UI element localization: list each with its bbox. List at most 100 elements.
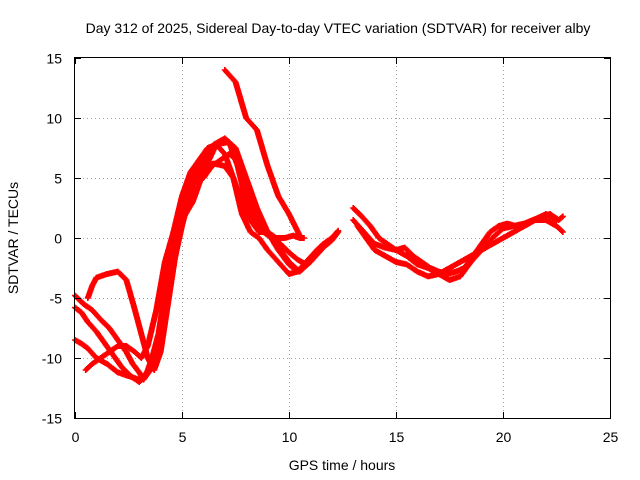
data-point — [90, 308, 94, 312]
data-point — [202, 158, 205, 162]
axis-ticks: 0 5 10 15 20 25 -15 -10 -5 0 5 10 15 — [42, 51, 619, 446]
data-point — [191, 200, 194, 204]
data-point — [426, 275, 430, 278]
data-point — [189, 170, 192, 174]
data-point — [125, 278, 128, 282]
data-point — [373, 248, 376, 252]
data-point — [103, 342, 107, 345]
data-point — [140, 332, 143, 336]
data-point — [277, 194, 280, 198]
data-point — [138, 371, 141, 374]
data-point — [352, 206, 355, 210]
data-point — [512, 230, 515, 234]
data-point — [86, 296, 90, 300]
data-point — [253, 212, 256, 216]
data-point — [257, 236, 261, 240]
data-point — [95, 276, 98, 279]
data-point — [165, 308, 169, 312]
data-point — [172, 266, 175, 270]
data-point — [373, 242, 376, 246]
data-point — [227, 140, 231, 144]
data-point — [125, 350, 128, 354]
data-point — [153, 368, 156, 372]
data-point — [292, 234, 295, 237]
data-point — [84, 368, 87, 372]
data-point — [99, 356, 102, 360]
data-point — [287, 272, 291, 276]
y-tick-label: 15 — [46, 51, 62, 67]
data-point — [302, 236, 306, 240]
x-tick-label: 10 — [282, 429, 298, 445]
data-point — [127, 374, 130, 378]
data-point — [116, 338, 120, 342]
data-point — [279, 248, 282, 252]
data-point — [255, 206, 259, 210]
data-point — [202, 170, 205, 174]
data-point — [489, 230, 492, 234]
data-point — [193, 179, 196, 182]
x-tick-label: 25 — [603, 429, 619, 445]
data-point — [501, 236, 505, 240]
y-tick-label: 10 — [46, 111, 62, 127]
data-point — [523, 224, 526, 228]
data-point — [544, 218, 547, 222]
data-point — [178, 224, 182, 228]
data-point — [446, 272, 449, 276]
data-point — [459, 275, 462, 278]
data-point — [277, 260, 280, 264]
data-point — [555, 224, 558, 228]
data-point — [86, 347, 90, 350]
y-tick-label: 5 — [54, 171, 62, 187]
data-point — [369, 224, 372, 228]
data-point — [202, 176, 205, 180]
data-point — [377, 236, 381, 240]
data-point — [232, 176, 235, 180]
data-point — [99, 318, 102, 321]
data-point — [283, 236, 286, 240]
data-point — [411, 254, 415, 258]
data-point — [215, 143, 218, 146]
data-point — [322, 246, 325, 249]
data-point — [120, 366, 124, 369]
data-point — [257, 230, 261, 234]
data-point — [448, 266, 451, 270]
data-point — [234, 146, 237, 150]
data-point — [394, 260, 398, 264]
x-tick-label: 20 — [496, 429, 512, 445]
data-point — [255, 128, 259, 132]
data-point — [234, 80, 237, 84]
data-point — [253, 224, 256, 228]
data-point — [544, 212, 547, 216]
data-point — [223, 137, 226, 140]
data-point — [480, 248, 483, 252]
data-point — [86, 320, 90, 324]
data-point — [116, 270, 120, 273]
data-point — [82, 302, 85, 306]
data-point — [403, 246, 406, 249]
data-point — [105, 272, 109, 276]
data-point — [262, 230, 265, 234]
data-point — [561, 230, 565, 234]
y-tick-label: -5 — [50, 291, 63, 307]
data-point — [240, 212, 244, 216]
data-point — [90, 362, 94, 366]
data-point — [356, 224, 359, 228]
x-tick-label: 0 — [72, 429, 80, 445]
data-point — [384, 246, 387, 249]
data-point — [197, 158, 201, 162]
data-point — [360, 215, 363, 218]
y-tick-label: 0 — [54, 231, 62, 247]
data-point — [245, 182, 248, 186]
data-point — [309, 260, 312, 264]
data-point — [416, 263, 419, 266]
data-point — [469, 254, 473, 258]
data-point — [142, 378, 145, 381]
data-point — [80, 311, 83, 314]
plot-data — [72, 67, 566, 385]
data-point — [384, 254, 387, 258]
data-point — [185, 200, 188, 204]
data-point — [223, 164, 226, 168]
data-point — [561, 215, 565, 218]
data-point — [249, 230, 252, 234]
